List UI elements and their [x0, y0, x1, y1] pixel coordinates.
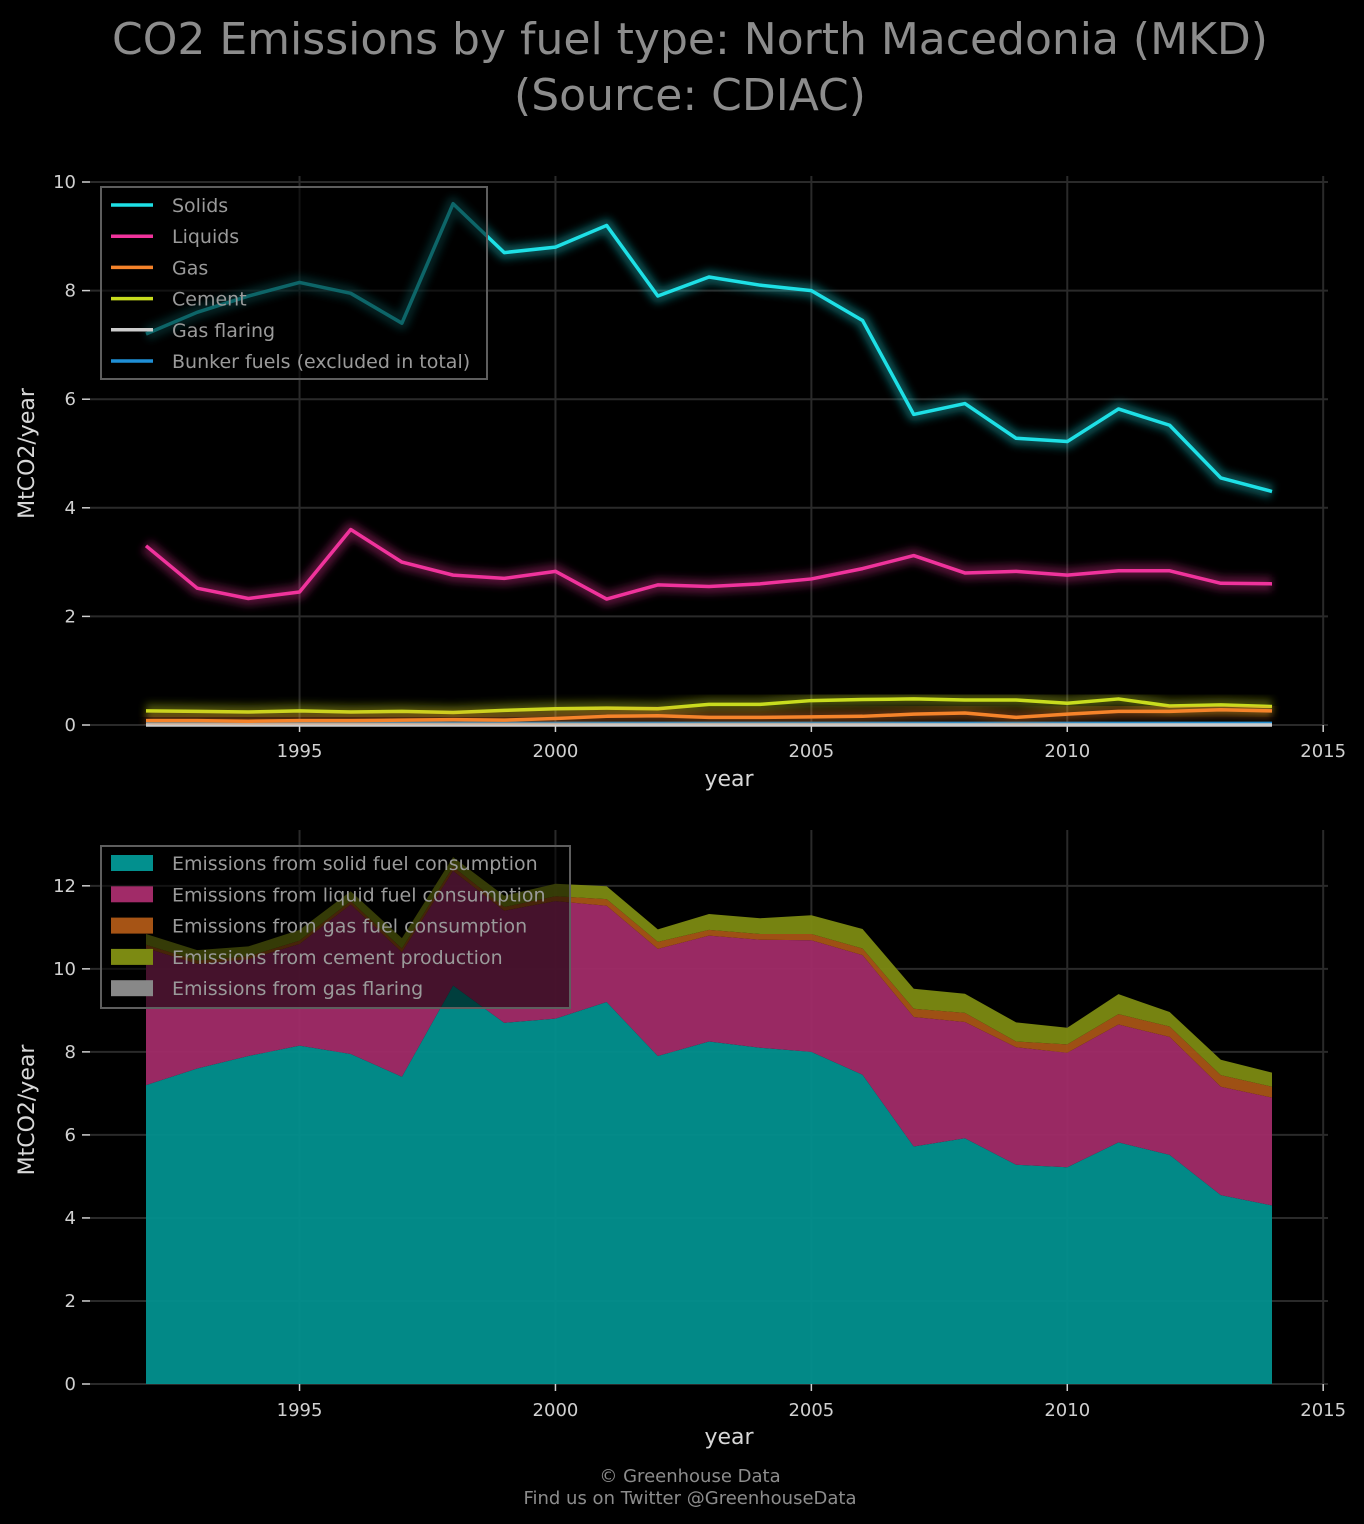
- area-solids_area: [146, 985, 1272, 1384]
- x-tick-label: 1995: [277, 741, 323, 762]
- series-line-liquids: [144, 527, 1273, 601]
- stacked-area-chart-panel: 1995 2000 2005 2010 2015 0 2 4 6 8 10 12 year MtCO2/y…: [15, 830, 1346, 1450]
- legend-swatch-liquids_area: [111, 886, 153, 903]
- legend-label-solids: Solids: [172, 195, 228, 217]
- legend-label-cement_area: Emissions from cement production: [172, 947, 503, 969]
- legend-swatch-solids_area: [111, 855, 153, 871]
- legend-label-solids_area: Emissions from solid fuel consumption: [172, 853, 538, 875]
- series-line-cement: [145, 697, 1273, 715]
- grid-lines: [90, 176, 1328, 726]
- x-axis-title: year: [704, 1425, 754, 1450]
- x-tick-label: 2010: [1044, 1400, 1090, 1421]
- legend-label-liquids: Liquids: [172, 226, 239, 248]
- chart-title-line-1: CO2 Emissions by fuel type: North Macedo…: [112, 14, 1268, 65]
- line-series-group: [141, 196, 1274, 732]
- y-tick-label: 4: [65, 498, 76, 519]
- chart-title-line-2: (Source: CDIAC): [514, 70, 866, 121]
- y-tick-label: 6: [65, 389, 76, 410]
- y-tick-label: 6: [65, 1125, 76, 1146]
- y-tick-label: 0: [65, 1374, 76, 1395]
- y-tick-label: 12: [53, 876, 76, 897]
- legend-label-liquids_area: Emissions from liquid fuel consumption: [172, 884, 546, 906]
- legend-label-cement: Cement: [172, 289, 247, 311]
- x-tick-label: 1995: [277, 1400, 323, 1421]
- legend-label-bunker: Bunker fuels (excluded in total): [172, 351, 470, 373]
- line-chart-legend: Solids Liquids Gas Cement Gas flaring Bunker …: [100, 186, 488, 380]
- axis-ticks: 1995 2000 2005 2010 2015 0 2 4 6 8 10 12: [53, 876, 1346, 1421]
- area-chart-legend: Emissions from solid fuel consumption Emi…: [100, 845, 571, 1009]
- y-axis-title: MtCO2/year: [15, 387, 40, 519]
- x-tick-label: 2005: [788, 741, 834, 762]
- legend-swatch-cement_area: [111, 948, 153, 965]
- legend-label-gas: Gas: [172, 257, 208, 279]
- x-tick-label: 2005: [788, 1400, 834, 1421]
- series-line-gas: [146, 708, 1273, 723]
- x-tick-label: 2000: [533, 1400, 579, 1421]
- y-tick-label: 8: [65, 1042, 76, 1063]
- legend-label-flaring_area: Emissions from gas flaring: [172, 978, 423, 1000]
- line-chart-panel: 1995 2000 2005 2010 2015 0 2 4 6 8 10 year MtCO2/yea…: [15, 172, 1346, 792]
- legend-swatch-gas_area: [111, 917, 153, 934]
- x-tick-label: 2000: [533, 741, 579, 762]
- x-tick-label: 2015: [1300, 1400, 1346, 1421]
- y-tick-label: 8: [65, 281, 76, 302]
- legend-frame: [100, 186, 488, 380]
- legend-swatch-flaring_area: [111, 980, 153, 997]
- y-axis-title: MtCO2/year: [15, 1044, 40, 1176]
- x-tick-label: 2010: [1044, 741, 1090, 762]
- y-tick-label: 2: [65, 1291, 76, 1312]
- y-tick-label: 10: [53, 172, 76, 193]
- footer-credit: © Greenhouse Data: [599, 1466, 780, 1487]
- legend-frame: [100, 845, 571, 1009]
- x-tick-label: 2015: [1300, 741, 1346, 762]
- y-tick-label: 4: [65, 1208, 76, 1229]
- y-tick-label: 10: [53, 959, 76, 980]
- x-axis-title: year: [704, 767, 754, 792]
- legend-label-gas_area: Emissions from gas fuel consumption: [172, 916, 527, 938]
- footer-twitter: Find us on Twitter @GreenhouseData: [523, 1488, 856, 1509]
- y-tick-label: 0: [65, 715, 76, 736]
- y-tick-label: 2: [65, 606, 76, 627]
- legend-label-flaring: Gas flaring: [172, 320, 275, 342]
